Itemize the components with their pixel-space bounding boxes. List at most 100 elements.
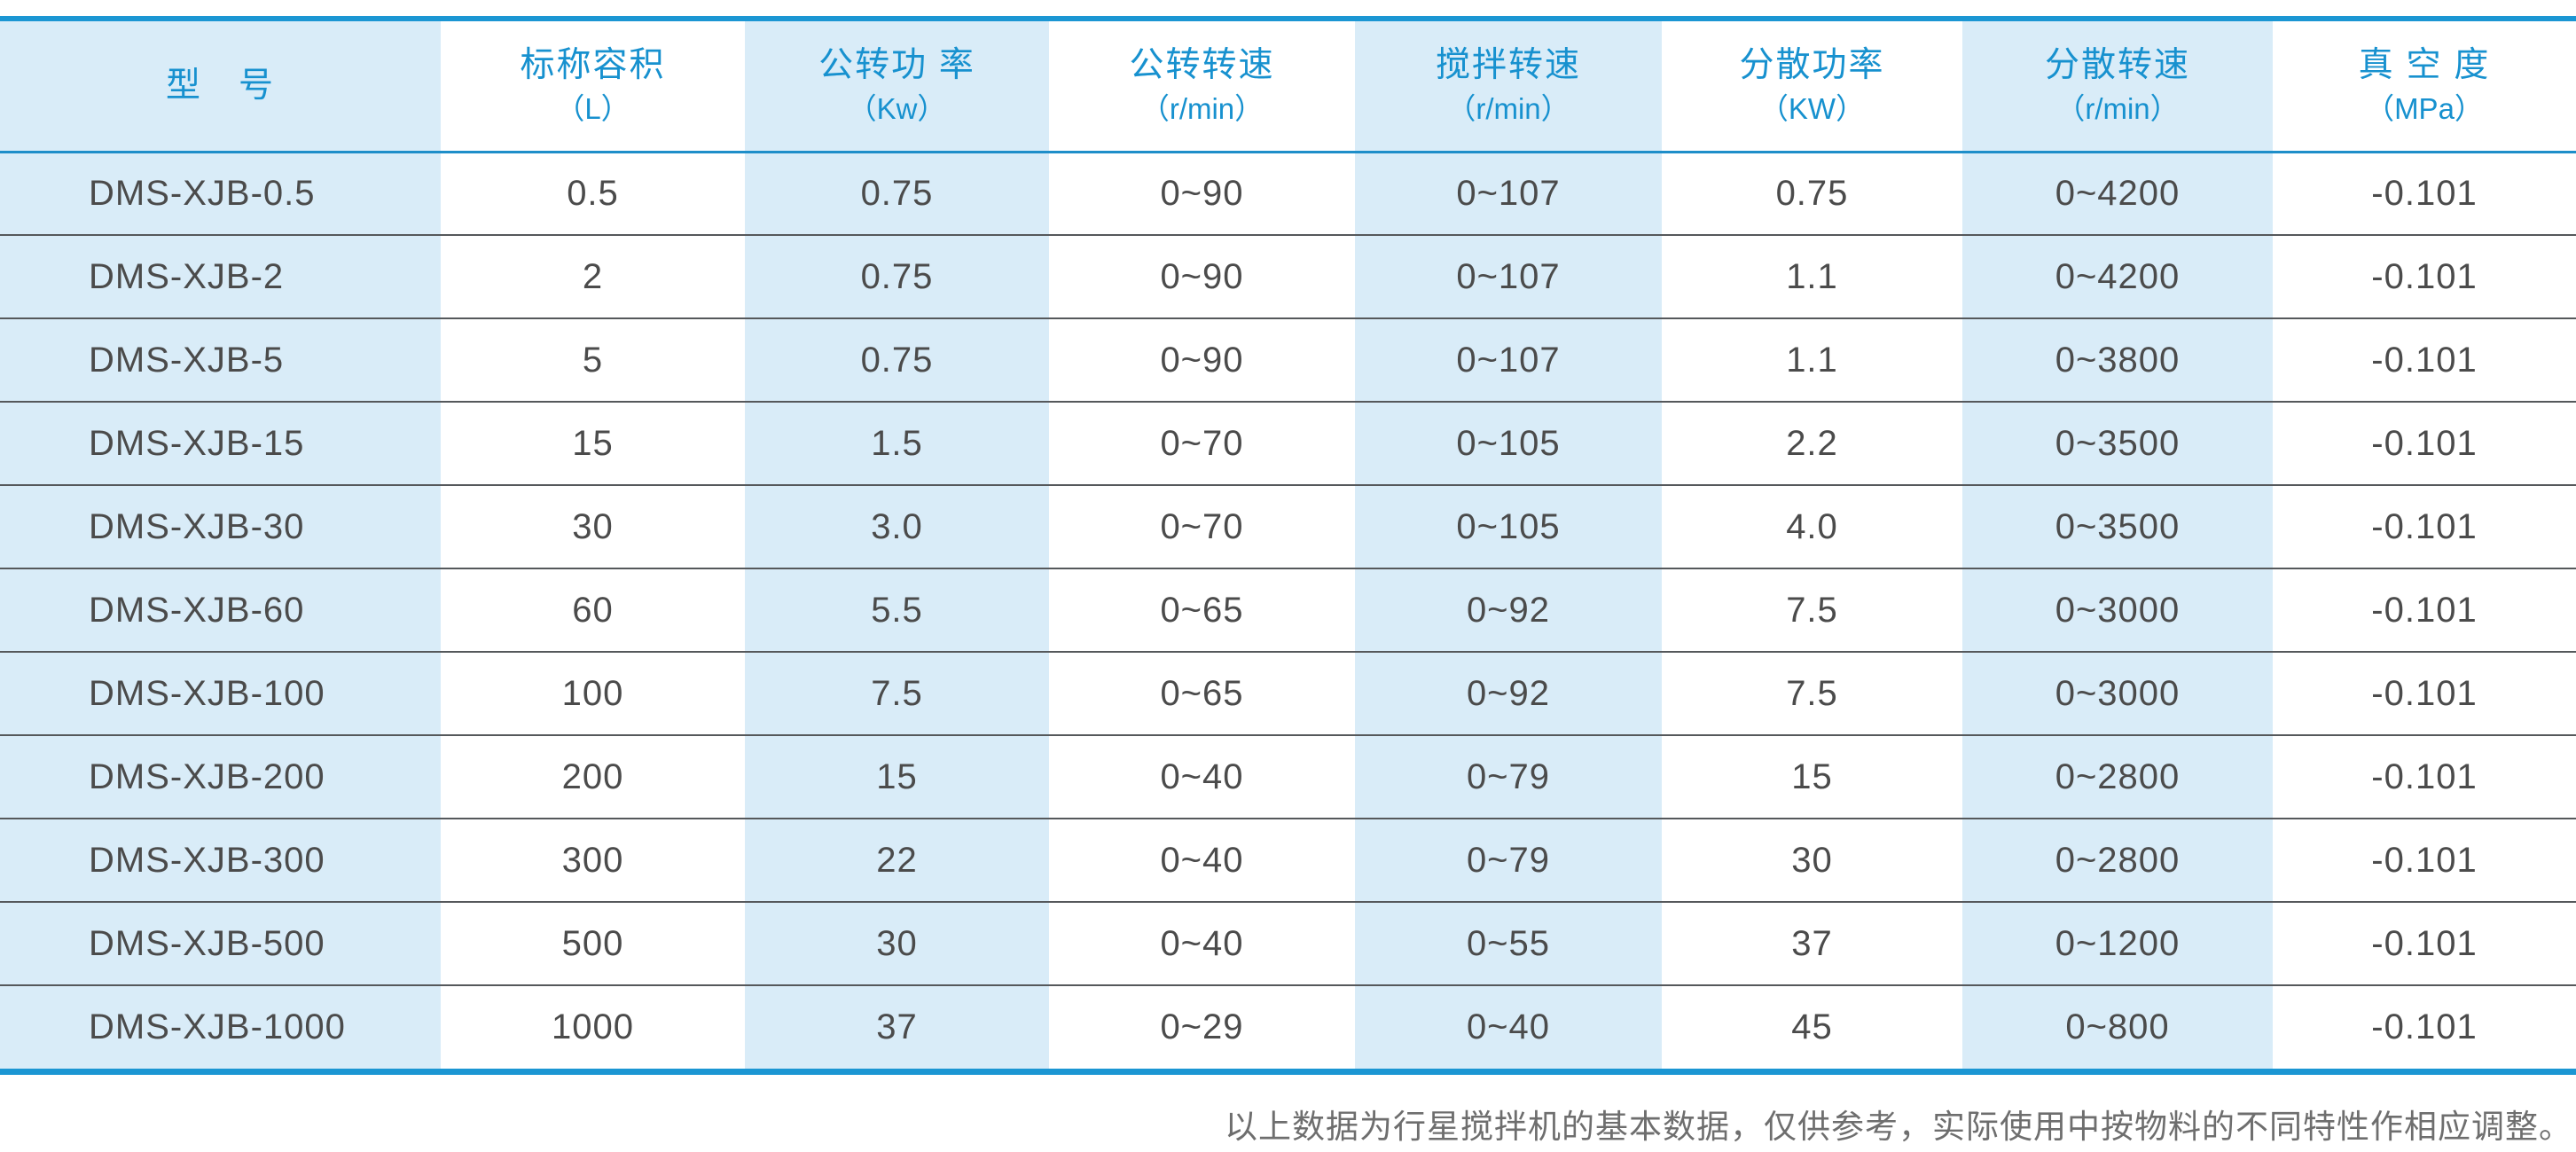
cell-value: 45 — [1791, 1007, 1833, 1046]
cell-value: 2.2 — [1662, 402, 1962, 486]
cell-value: 0.5 — [441, 152, 745, 236]
cell-model: DMS-XJB-2 — [0, 235, 441, 319]
cell-value: 0~40 — [1049, 819, 1355, 903]
cell-value: 0~800 — [1962, 985, 2273, 1069]
cell-value: 0~4200 — [1962, 152, 2273, 236]
cell-value: 2 — [441, 235, 745, 319]
cell-value: 300 — [441, 819, 745, 903]
table-row: DMS-XJB-60 60 5.5 0~65 0~92 7.5 0~3000 -0.101 — [0, 568, 2576, 653]
table-row: DMS-XJB-500 500 30 0~40 0~55 37 0~1200 -0.101 — [0, 902, 2576, 986]
cell-model: DMS-XJB-5 — [0, 318, 441, 403]
table-row: DMS-XJB-0.5 0.5 0.75 0~90 0~107 0.75 0~4200 -0.… — [0, 152, 2576, 236]
spec-table-container: 型 号 标称容积 （L） 公转功 率 （Kw） 公转转速 （r/min） 搅拌转速 （r/min… — [0, 16, 2576, 1075]
header-title: 搅拌转速 — [1435, 45, 1581, 84]
header-unit: （Kw） — [847, 91, 947, 125]
header-cell-col1: 型 号 — [0, 21, 441, 153]
cell-value: 0~65 — [1049, 652, 1355, 736]
header-unit: （MPa） — [2365, 91, 2484, 125]
cell-value: 0~107 — [1355, 235, 1662, 319]
header-title: 分散转速 — [2044, 45, 2190, 84]
header-unit: （L） — [555, 91, 630, 125]
cell-value: 0.75 — [1662, 152, 1962, 236]
cell-model: DMS-XJB-60 — [0, 568, 441, 653]
cell-value: -0.101 — [2273, 819, 2576, 903]
cell-value: 0~4200 — [1962, 235, 2273, 319]
header-cell-col2: 标称容积 （L） — [441, 21, 745, 153]
cell-value: 0~90 — [1049, 318, 1355, 403]
cell-model: DMS-XJB-500 — [0, 902, 441, 986]
cell-model: DMS-XJB-100 — [0, 652, 441, 736]
header-cell-col6: 分散功率 （KW） — [1662, 21, 1962, 153]
header-title: 分散功率 — [1739, 45, 1885, 84]
cell-value: 0~79 — [1355, 819, 1662, 903]
cell-value: 15 — [1662, 735, 1962, 819]
cell-value: 5.5 — [745, 568, 1049, 653]
cell-value: -0.101 — [2273, 902, 2576, 986]
header-row: 型 号 标称容积 （L） 公转功 率 （Kw） 公转转速 （r/min） 搅拌转速 （r/min… — [0, 21, 2576, 153]
cell-value: 200 — [441, 735, 745, 819]
cell-value: -0.101 — [2273, 735, 2576, 819]
table-row: DMS-XJB-200 200 15 0~40 0~79 15 0~2800 -0.101 — [0, 735, 2576, 819]
cell-value: 1000 — [552, 1007, 634, 1046]
cell-value: 0~1200 — [1962, 902, 2273, 986]
cell-value: 0~55 — [1355, 902, 1662, 986]
cell-value: 0.75 — [745, 235, 1049, 319]
cell-model: DMS-XJB-200 — [0, 735, 441, 819]
cell-value: -0.101 — [2273, 568, 2576, 653]
cell-value: 0~3000 — [1962, 652, 2273, 736]
cell-value: 0~107 — [1355, 318, 1662, 403]
cell-value: 0~90 — [1049, 235, 1355, 319]
cell-value: 37 — [1662, 902, 1962, 986]
table-row: DMS-XJB-100 100 7.5 0~65 0~92 7.5 0~3000 -0.101 — [0, 652, 2576, 736]
cell-value: 0~92 — [1355, 652, 1662, 736]
header-title: 型 号 — [165, 66, 275, 105]
cell-value: 0~79 — [1355, 735, 1662, 819]
cell-value: 3.0 — [745, 485, 1049, 569]
cell-value: 22 — [745, 819, 1049, 903]
spec-sheet: 型 号 标称容积 （L） 公转功 率 （Kw） 公转转速 （r/min） 搅拌转速 （r/min… — [0, 16, 2576, 1152]
cell-value: 30 — [441, 485, 745, 569]
cell-model: DMS-XJB-15 — [0, 402, 441, 486]
cell-value: 0.75 — [745, 152, 1049, 236]
cell-value: 0~3500 — [1962, 485, 2273, 569]
cell-value: 0~40 — [1049, 902, 1355, 986]
header-title: 公转功 率 — [818, 45, 975, 84]
header-cell-col7: 分散转速 （r/min） — [1962, 21, 2273, 153]
cell-value: 30 — [745, 902, 1049, 986]
spec-table-body: DMS-XJB-0.5 0.5 0.75 0~90 0~107 0.75 0~4200 -0.… — [0, 152, 2576, 1069]
cell-value: -0.101 — [2273, 485, 2576, 569]
cell-value: 0~2800 — [1962, 819, 2273, 903]
cell-value: 7.5 — [745, 652, 1049, 736]
cell-value: 0~105 — [1355, 402, 1662, 486]
cell-value: 100 — [441, 652, 745, 736]
header-cell-col3: 公转功 率 （Kw） — [745, 21, 1049, 153]
cell-value: 0~70 — [1049, 485, 1355, 569]
cell-value: 1.1 — [1662, 235, 1962, 319]
cell-value: -0.101 — [2273, 402, 2576, 486]
cell-value: 37 — [745, 985, 1049, 1069]
cell-value: 500 — [441, 902, 745, 986]
header-unit: （r/min） — [1446, 91, 1570, 125]
cell-value: 0~70 — [1049, 402, 1355, 486]
spec-table: 型 号 标称容积 （L） 公转功 率 （Kw） 公转转速 （r/min） 搅拌转速 （r/min… — [0, 21, 2576, 1069]
cell-model: DMS-XJB-1000 — [0, 985, 441, 1069]
cell-value: 0~3500 — [1962, 402, 2273, 486]
cell-value: 4.0 — [1662, 485, 1962, 569]
cell-value: 7.5 — [1662, 568, 1962, 653]
header-title: 标称容积 — [520, 45, 666, 84]
cell-model: DMS-XJB-0.5 — [0, 152, 441, 236]
spec-table-header: 型 号 标称容积 （L） 公转功 率 （Kw） 公转转速 （r/min） 搅拌转速 （r/min… — [0, 21, 2576, 153]
header-cell-col8: 真 空 度 （MPa） — [2273, 21, 2576, 153]
header-cell-col5: 搅拌转速 （r/min） — [1355, 21, 1662, 153]
table-row: DMS-XJB-5 5 0.75 0~90 0~107 1.1 0~3800 -0.101 — [0, 318, 2576, 403]
header-unit: （r/min） — [2055, 91, 2180, 125]
cell-value: -0.101 — [2273, 235, 2576, 319]
cell-value: 1.5 — [745, 402, 1049, 486]
table-row: DMS-XJB-1000 1000 37 0~29 0~40 45 0~800 -0.101 — [0, 985, 2576, 1069]
cell-value: -0.101 — [2273, 152, 2576, 236]
cell-value: 15 — [745, 735, 1049, 819]
cell-value: 30 — [1662, 819, 1962, 903]
cell-model: DMS-XJB-30 — [0, 485, 441, 569]
cell-value: -0.101 — [2371, 1007, 2478, 1046]
header-unit: （KW） — [1758, 91, 1866, 125]
